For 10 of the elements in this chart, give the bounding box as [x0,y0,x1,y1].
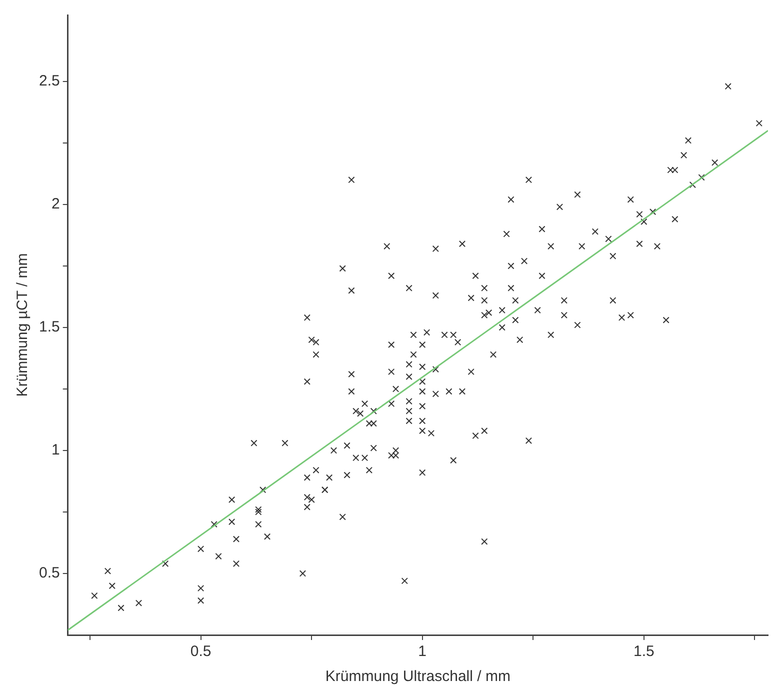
y-tick-label: 0.5 [38,564,60,582]
x-axis-title: Krümmung Ultraschall / mm [325,668,510,686]
x-tick-label: 1 [418,643,427,660]
y-axis-title: Krümmung µCT / mm [14,253,32,397]
y-tick-label: 1.5 [38,318,60,336]
y-tick-label: 2.5 [38,72,60,90]
y-tick-label: 2 [52,196,60,213]
x-tick-label: 0.5 [190,643,212,660]
y-tick-label: 1 [52,442,60,459]
x-tick-label: 1.5 [633,643,654,660]
